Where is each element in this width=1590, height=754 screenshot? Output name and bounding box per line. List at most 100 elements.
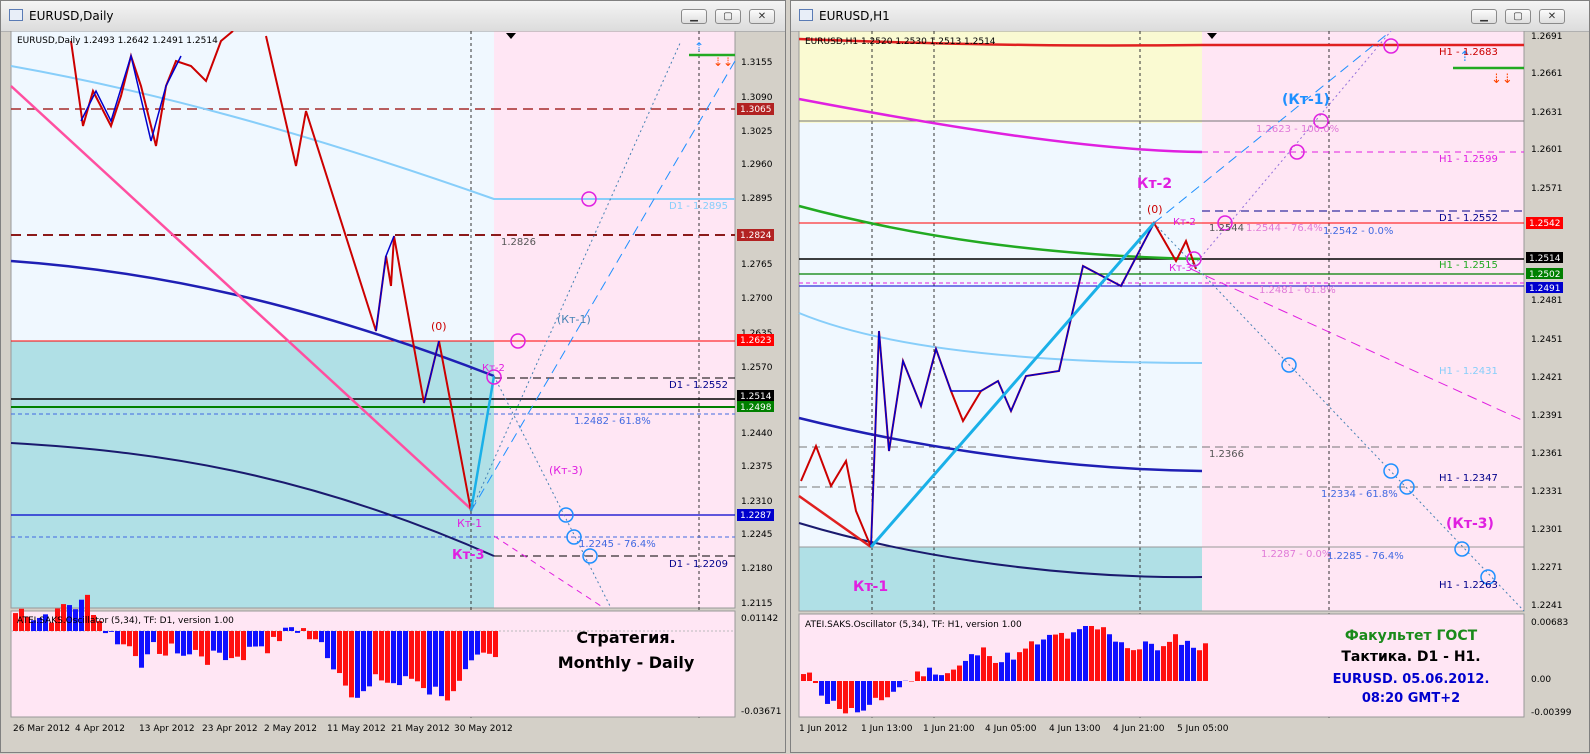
oscillator-bar bbox=[343, 631, 348, 686]
svg-text:1.2451: 1.2451 bbox=[1531, 335, 1563, 345]
oscillator-bar bbox=[487, 631, 492, 654]
oscillator-bar bbox=[1011, 660, 1016, 681]
oscillator-bar bbox=[897, 681, 902, 687]
left-window-title: EURUSD,Daily bbox=[29, 9, 114, 23]
oscillator-bar bbox=[463, 631, 468, 669]
close-button[interactable]: ✕ bbox=[1539, 9, 1565, 24]
wave-label: (0) bbox=[1147, 203, 1163, 216]
svg-text:26 Mar 2012: 26 Mar 2012 bbox=[13, 724, 70, 734]
right-titlebar[interactable]: EURUSD,H1 ▁ ▢ ✕ bbox=[791, 1, 1589, 32]
oscillator-bar bbox=[271, 631, 276, 637]
oscillator-bar bbox=[475, 631, 480, 655]
left-titlebar[interactable]: EURUSD,Daily ▁ ▢ ✕ bbox=[1, 1, 785, 32]
oscillator-bar bbox=[807, 673, 812, 681]
oscillator-bar bbox=[957, 666, 962, 681]
minimize-button[interactable]: ▁ bbox=[1471, 9, 1497, 24]
oscillator-bar bbox=[421, 631, 426, 688]
chart-window-icon bbox=[799, 9, 813, 21]
svg-text:1.2895: 1.2895 bbox=[741, 194, 773, 204]
level-label: 1.2826 bbox=[501, 237, 536, 248]
oscillator-bar bbox=[433, 631, 438, 687]
oscillator-bar bbox=[1113, 642, 1118, 681]
level-label: H1 - 1.2347 bbox=[1439, 473, 1498, 484]
oscillator-bar bbox=[277, 631, 282, 641]
svg-text:1.2331: 1.2331 bbox=[1531, 487, 1563, 497]
price-axis: 1.2691 1.2661 1.2631 1.2601 1.2571 1.248… bbox=[1531, 32, 1563, 611]
oscillator-bar bbox=[1131, 650, 1136, 681]
oscillator-bar bbox=[151, 631, 156, 642]
level-label: H1 - 1.2263 bbox=[1439, 580, 1498, 591]
oscillator-bar bbox=[337, 631, 342, 673]
oscillator-bar bbox=[493, 631, 498, 657]
chart-window-icon bbox=[9, 9, 23, 21]
oscillator-bar bbox=[307, 631, 312, 639]
wave-label: Кт-1 bbox=[457, 517, 482, 530]
right-chart-area[interactable]: ⇡ ⇣⇣ EURUSD,H1 1.2520 1.2530 1.2513 1.25… bbox=[791, 31, 1590, 754]
left-chart-area[interactable]: ⇡ ⇣⇣ EURUSD,Daily 1.2493 1.2642 1.2491 1… bbox=[1, 31, 787, 754]
oscillator-bar bbox=[1065, 639, 1070, 681]
oscillator-bar bbox=[1119, 642, 1124, 681]
svg-text:1.2623: 1.2623 bbox=[740, 336, 772, 346]
oscillator-bar bbox=[1179, 645, 1184, 681]
oscillator-bar bbox=[229, 631, 234, 658]
svg-text:11 May 2012: 11 May 2012 bbox=[327, 724, 386, 734]
oscillator-bar bbox=[951, 670, 956, 681]
oscillator-bar bbox=[121, 631, 126, 644]
oscillator-bar bbox=[175, 631, 180, 653]
level-label: D1 - 1.2209 bbox=[669, 559, 728, 570]
close-button[interactable]: ✕ bbox=[749, 9, 775, 24]
oscillator-bar bbox=[1095, 629, 1100, 681]
oscillator-bar bbox=[1053, 635, 1058, 681]
svg-text:1.2601: 1.2601 bbox=[1531, 145, 1563, 155]
oscillator-bar bbox=[217, 631, 222, 653]
maximize-button[interactable]: ▢ bbox=[1505, 9, 1531, 24]
svg-text:30 May 2012: 30 May 2012 bbox=[454, 724, 513, 734]
oscillator-bar bbox=[295, 631, 300, 633]
price-axis: 1.3155 1.3090 1.3025 1.2960 1.2895 1.276… bbox=[741, 58, 773, 609]
oscillator-bar bbox=[187, 631, 192, 654]
oscillator-bar bbox=[1125, 648, 1130, 681]
maximize-button[interactable]: ▢ bbox=[715, 9, 741, 24]
oscillator-bar bbox=[469, 631, 474, 660]
oscillator-bar bbox=[193, 631, 198, 650]
oscillator-bar bbox=[427, 631, 432, 695]
down-arrow-icon: ⇣⇣ bbox=[713, 55, 733, 69]
oscillator-bar bbox=[199, 631, 204, 656]
oscillator-bar bbox=[439, 631, 444, 696]
oscillator-bar bbox=[1083, 626, 1088, 681]
oscillator-bar bbox=[1035, 644, 1040, 681]
wave-label: Кт-2 bbox=[1137, 176, 1172, 192]
oscillator-bar bbox=[385, 631, 390, 683]
level-label: 1.2481 - 61.8% bbox=[1259, 285, 1336, 296]
oscillator-bar bbox=[451, 631, 456, 691]
svg-text:1.2421: 1.2421 bbox=[1531, 373, 1563, 383]
caption-time: 08:20 GMT+2 bbox=[1362, 691, 1460, 706]
oscillator-bar bbox=[963, 661, 968, 681]
oscillator-bar bbox=[927, 668, 932, 681]
oscillator-bar bbox=[265, 631, 270, 653]
left-chart-window: EURUSD,Daily ▁ ▢ ✕ bbox=[0, 0, 786, 753]
symbol-info: EURUSD,Daily 1.2493 1.2642 1.2491 1.2514 bbox=[17, 36, 218, 46]
svg-text:1.2765: 1.2765 bbox=[741, 260, 773, 270]
svg-text:1.2571: 1.2571 bbox=[1531, 184, 1563, 194]
oscillator-bar bbox=[915, 671, 920, 681]
svg-text:1.2514: 1.2514 bbox=[740, 392, 772, 402]
oscillator-bar bbox=[223, 631, 228, 660]
svg-text:1.2498: 1.2498 bbox=[740, 403, 772, 413]
minimize-button[interactable]: ▁ bbox=[681, 9, 707, 24]
oscillator-bar bbox=[115, 631, 120, 644]
svg-text:1 Jun 2012: 1 Jun 2012 bbox=[799, 724, 847, 734]
wave-label: Кт-2 bbox=[482, 363, 505, 374]
oscillator-bar bbox=[831, 681, 836, 701]
down-arrow-icon: ⇣⇣ bbox=[1491, 72, 1513, 87]
svg-text:4 Apr 2012: 4 Apr 2012 bbox=[75, 724, 125, 734]
svg-text:1.2440: 1.2440 bbox=[741, 429, 773, 439]
wave-label: (Кт-3) bbox=[549, 464, 583, 477]
oscillator-bar bbox=[247, 631, 252, 647]
oscillator-bar bbox=[1005, 653, 1010, 681]
oscillator-bar bbox=[843, 681, 848, 713]
level-label: H1 - 1.2599 bbox=[1439, 154, 1498, 165]
level-label: D1 - 1.2895 bbox=[669, 201, 728, 212]
oscillator-bar bbox=[999, 662, 1004, 681]
oscillator-bar bbox=[987, 656, 992, 681]
